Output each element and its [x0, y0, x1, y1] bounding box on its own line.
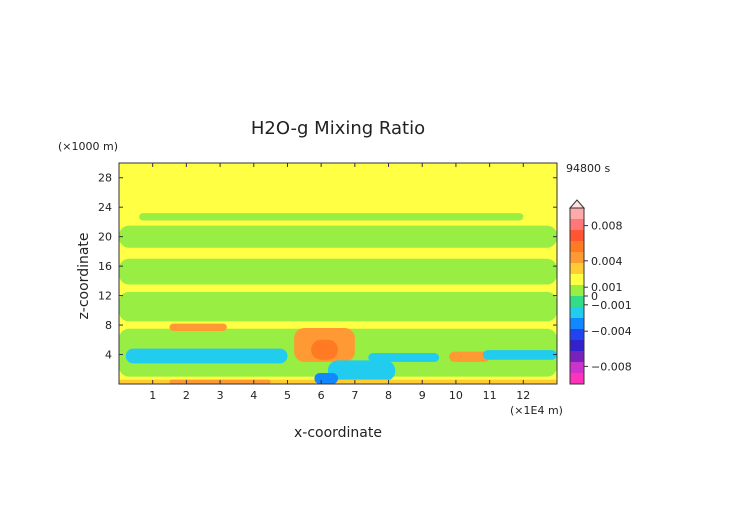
colorbar-swatch	[570, 285, 584, 297]
x-tick-label: 7	[351, 389, 358, 402]
y-tick-label: 12	[98, 290, 112, 303]
y-tick-label: 8	[105, 319, 112, 332]
x-tick-label: 6	[318, 389, 325, 402]
colorbar-swatches	[570, 208, 584, 385]
x-tick-label: 8	[385, 389, 392, 402]
field-band	[311, 339, 338, 360]
y-axis: 4 8 12 16 20 24 28	[98, 172, 557, 362]
x-tick-label: 9	[419, 389, 426, 402]
x-tick-label: 10	[449, 389, 463, 402]
field-band	[139, 213, 524, 221]
colorbar-swatch	[570, 219, 584, 231]
field-band	[119, 258, 557, 285]
colorbar-tick-label: −0.001	[591, 299, 632, 312]
x-tick-label: 11	[483, 389, 497, 402]
x-unit-label: (×1E4 m)	[510, 404, 563, 417]
colorbar-swatch	[570, 241, 584, 253]
field-band	[368, 353, 440, 362]
colorbar-tick-label: −0.004	[591, 325, 632, 338]
x-tick-label: 12	[516, 389, 530, 402]
field-layer	[119, 213, 557, 384]
colorbar-swatch	[570, 296, 584, 308]
colorbar-arrow	[568, 199, 586, 209]
y-axis-label: z-coordinate	[76, 232, 92, 319]
field-band	[125, 348, 288, 364]
field-band	[482, 350, 557, 360]
y-tick-label: 28	[98, 172, 112, 185]
x-axis: 1 2 3 4 5 6 7 8 9 10 11 12	[149, 163, 530, 402]
colorbar-swatch	[570, 252, 584, 264]
colorbar-swatch	[570, 362, 584, 374]
colorbar-tick-label: 0	[591, 290, 598, 303]
colorbar-swatch	[570, 373, 584, 385]
y-unit-label: (×1000 m)	[58, 140, 118, 153]
colorbar-swatch	[570, 351, 584, 363]
chart-title: H2O-g Mixing Ratio	[251, 118, 425, 139]
field-band	[119, 291, 557, 322]
colorbar-swatch	[570, 307, 584, 319]
plot-frame	[118, 162, 558, 385]
field-band	[314, 372, 338, 384]
x-tick-label: 2	[183, 389, 190, 402]
x-axis-label: x-coordinate	[294, 425, 382, 441]
colorbar-swatch	[570, 263, 584, 275]
x-tick-label: 4	[250, 389, 257, 402]
x-tick-label: 3	[217, 389, 224, 402]
y-tick-label: 16	[98, 260, 112, 273]
colorbar-swatch	[570, 274, 584, 286]
field-band	[169, 323, 227, 331]
x-tick-label: 1	[149, 389, 156, 402]
colorbar-tick-label: 0.001	[591, 281, 623, 294]
field-band	[119, 225, 557, 248]
y-tick-label: 4	[105, 349, 112, 362]
colorbar-swatch	[570, 318, 584, 330]
time-label: 94800 s	[566, 162, 610, 175]
colorbar-swatch	[570, 340, 584, 352]
colorbar-swatch	[570, 208, 584, 220]
colorbar-swatch	[570, 329, 584, 341]
y-tick-label: 24	[98, 201, 112, 214]
colorbar-tick-label: 0.008	[591, 220, 623, 233]
colorbar-tick-label: 0.004	[591, 255, 623, 268]
y-tick-label: 20	[98, 231, 112, 244]
colorbar-swatch	[570, 230, 584, 242]
field-band	[449, 351, 490, 362]
field-band	[327, 360, 396, 382]
colorbar-tick-label: −0.008	[591, 360, 632, 373]
x-tick-label: 5	[284, 389, 291, 402]
